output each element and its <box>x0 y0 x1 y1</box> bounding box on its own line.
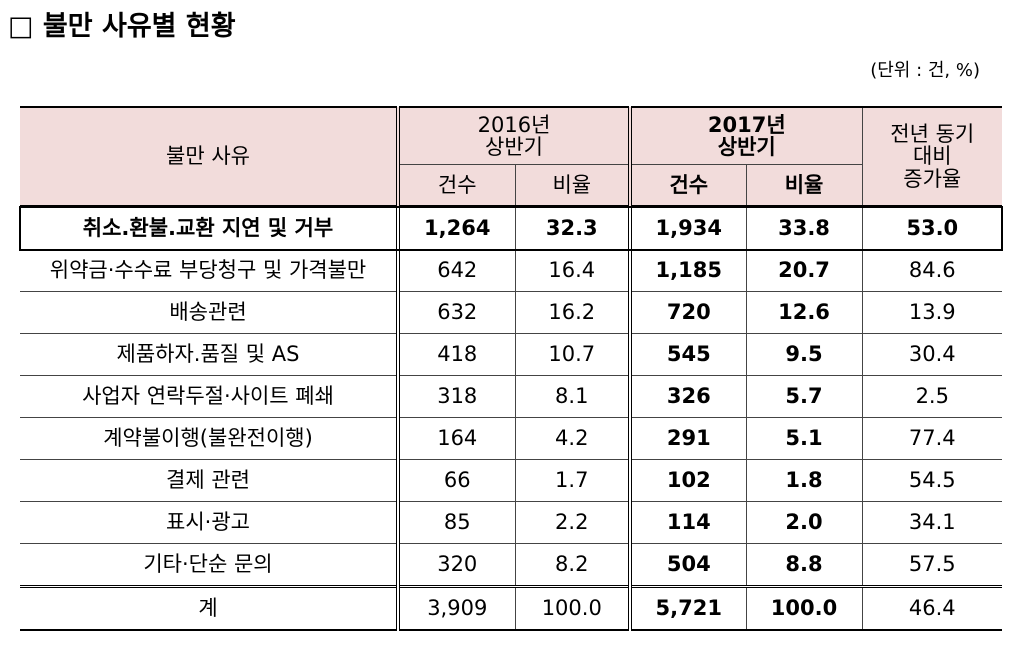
table-cell: 46.4 <box>861 585 1003 631</box>
table-cell: 326 <box>628 375 747 418</box>
table-cell: 사업자 연락두절·사이트 폐쇄 <box>20 375 399 418</box>
table-cell: 4.2 <box>514 417 631 460</box>
header-sub: 건수 <box>628 164 747 207</box>
table-row: 위약금·수수료 부당청구 및 가격불만 642 16.4 1,185 20.7 84.6 <box>20 249 1003 292</box>
table-row: 표시·광고 85 2.2 114 2.0 34.1 <box>20 501 1003 544</box>
table-cell: 20.7 <box>745 249 863 292</box>
table-row: 계약불이행(불완전이행) 164 4.2 291 5.1 77.4 <box>20 417 1003 460</box>
table-cell: 34.1 <box>861 501 1003 544</box>
table-cell: 13.9 <box>861 291 1003 334</box>
table-cell: 114 <box>628 501 747 544</box>
table-cell: 30.4 <box>861 333 1003 376</box>
header-line: 증가율 <box>903 166 962 191</box>
header-group: 2016년 상반기 <box>395 106 631 165</box>
table-cell: 100.0 <box>514 585 631 631</box>
table-row: 제품하자.품질 및 AS 418 10.7 545 9.5 30.4 <box>20 333 1003 376</box>
table-cell: 8.2 <box>514 543 631 587</box>
table: 불만 사유 2016년 상반기 2017년 상반기 전년 동기 대비 증가율 건수 비율 건수 비율 … <box>18 106 1004 631</box>
table-cell: 632 <box>396 291 516 334</box>
table-cell: 57.5 <box>861 543 1003 587</box>
header-cell: 불만 사유 <box>20 106 399 207</box>
header-line: 2016년 <box>477 112 551 137</box>
table-cell: 318 <box>396 375 516 418</box>
table-cell: 85 <box>396 501 516 544</box>
header-sub: 건수 <box>396 164 516 207</box>
table-cell: 3,909 <box>396 585 516 631</box>
table-cell: 계약불이행(불완전이행) <box>20 417 399 460</box>
table-cell: 33.8 <box>745 205 863 250</box>
table-cell: 16.4 <box>514 249 631 292</box>
table-cell: 1,934 <box>628 205 747 250</box>
table-cell: 배송관련 <box>20 291 399 334</box>
table-cell: 1.8 <box>745 459 863 502</box>
table-cell: 84.6 <box>861 249 1003 292</box>
table-cell: 8.1 <box>514 375 631 418</box>
table-cell: 제품하자.품질 및 AS <box>20 333 399 376</box>
table-cell: 100.0 <box>745 585 863 631</box>
table-cell: 2.2 <box>514 501 631 544</box>
header-line: 상반기 <box>485 135 543 159</box>
table-cell: 545 <box>628 333 747 376</box>
header-line: 상반기 <box>717 135 776 159</box>
table-cell: 1,185 <box>628 249 747 292</box>
table-cell: 1,264 <box>396 205 516 250</box>
header-line: 전년 동기 <box>890 122 975 147</box>
table-cell: 720 <box>628 291 747 334</box>
header-row: 불만 사유 2016년 상반기 2017년 상반기 전년 동기 대비 증가율 <box>20 106 1003 207</box>
table-cell: 102 <box>628 459 747 502</box>
table-cell: 표시·광고 <box>20 501 399 544</box>
table-cell: 77.4 <box>861 417 1003 460</box>
table-cell: 5.1 <box>745 417 863 460</box>
table-cell: 1.7 <box>514 459 631 502</box>
table-cell: 66 <box>396 459 516 502</box>
table-cell: 164 <box>396 417 516 460</box>
table-body: 취소.환불.교환 지연 및 거부 1,264 32.3 1,934 33.8 53.0 위약… <box>18 205 1004 631</box>
header-row: 건수 비율 건수 비율 <box>20 164 1002 207</box>
table-cell: 291 <box>628 417 747 460</box>
table-cell: 2.0 <box>745 501 863 544</box>
table-cell: 위약금·수수료 부당청구 및 가격불만 <box>20 249 399 292</box>
table-row: 배송관련 632 16.2 720 12.6 13.9 <box>20 291 1003 334</box>
header-group: 2017년 상반기 <box>628 106 863 165</box>
table-cell: 10.7 <box>514 333 631 376</box>
table-cell: 5.7 <box>745 375 863 418</box>
table-row: 취소.환불.교환 지연 및 거부 1,264 32.3 1,934 33.8 53.0 <box>18 205 1004 251</box>
table-row: 계 3,909 100.0 5,721 100.0 46.4 <box>20 585 1003 631</box>
table-cell: 54.5 <box>861 459 1003 502</box>
table-row: 사업자 연락두절·사이트 폐쇄 318 8.1 326 5.7 2.5 <box>20 375 1003 418</box>
table-row: 결제 관련 66 1.7 102 1.8 54.5 <box>20 459 1003 502</box>
title: □ 불만 사유별 현황 <box>8 11 236 42</box>
table-header: 불만 사유 2016년 상반기 2017년 상반기 전년 동기 대비 증가율 건수 비율 건수 비율 <box>20 106 1003 207</box>
table-cell: 8.8 <box>745 543 863 587</box>
unit: (단위 : 건, %) <box>870 60 980 81</box>
table-cell: 53.0 <box>861 205 1003 250</box>
header-line: 2017년 <box>707 112 786 137</box>
table-cell: 2.5 <box>861 375 1003 418</box>
header-sub: 비율 <box>514 164 631 207</box>
header-line: 대비 <box>912 144 952 169</box>
table-cell: 취소.환불.교환 지연 및 거부 <box>20 205 399 250</box>
table-row: 기타·단순 문의 320 8.2 504 8.8 57.5 <box>20 543 1003 587</box>
header-sub: 비율 <box>745 164 863 207</box>
table-cell: 결제 관련 <box>20 459 399 502</box>
table-cell: 5,721 <box>628 585 747 631</box>
table-cell: 9.5 <box>745 333 863 376</box>
table-cell: 418 <box>396 333 516 376</box>
table-cell: 504 <box>628 543 747 587</box>
table-cell: 320 <box>396 543 516 587</box>
table-cell: 계 <box>20 585 399 631</box>
table-cell: 642 <box>396 249 516 292</box>
table-cell: 16.2 <box>514 291 631 334</box>
table-cell: 12.6 <box>745 291 863 334</box>
header-cell: 전년 동기 대비 증가율 <box>861 106 1003 207</box>
table-cell: 기타·단순 문의 <box>20 543 399 587</box>
table-cell: 32.3 <box>514 205 631 250</box>
